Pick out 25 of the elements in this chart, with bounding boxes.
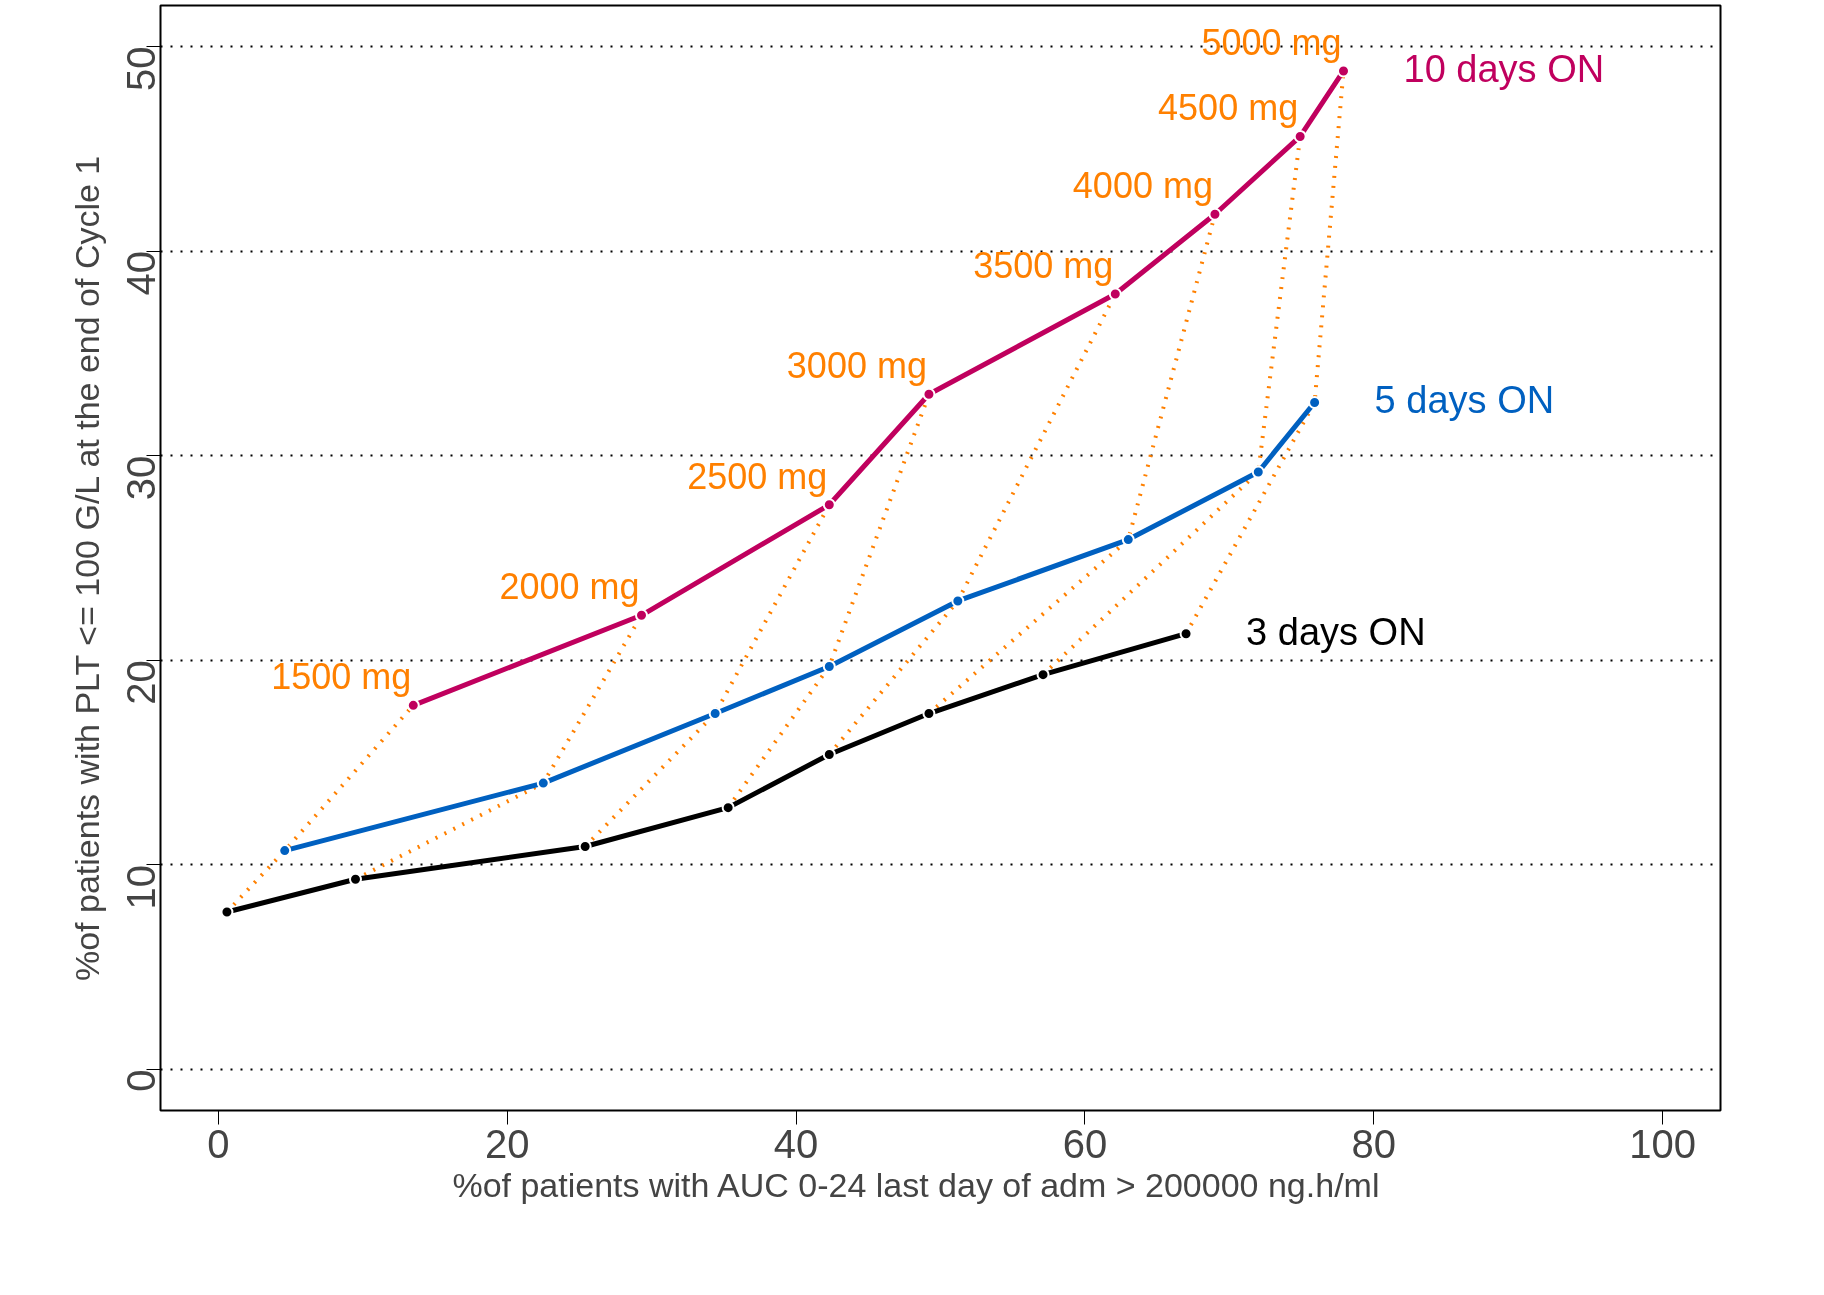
x-axis-title: %of patients with AUC 0-24 last day of adm > 200000 ng.h/ml — [452, 1165, 1380, 1204]
series-label: 1500 mg — [271, 656, 412, 698]
series-label: 5 days ON — [1374, 379, 1555, 422]
series-label: 3500 mg — [973, 245, 1114, 287]
x-tick-label: 60 — [1062, 1121, 1108, 1166]
x-tick-label: 0 — [207, 1121, 230, 1166]
x-tick-label: 40 — [773, 1121, 819, 1166]
series-label: 4500 mg — [1158, 87, 1299, 129]
x-tick-label: 20 — [484, 1121, 530, 1166]
series-label: 3000 mg — [786, 345, 927, 387]
y-tick-label: 40 — [119, 251, 164, 296]
x-tick-label: 100 — [1629, 1121, 1697, 1166]
y-axis-title: %of patients with PLT <= 100 G/L at the end of Cycle 1 — [67, 155, 106, 982]
y-tick-label: 0 — [119, 1069, 164, 1092]
series-label: 2000 mg — [499, 566, 640, 608]
y-tick-label: 30 — [119, 455, 164, 501]
series-label: 5000 mg — [1201, 21, 1342, 63]
series-label: 4000 mg — [1072, 165, 1213, 207]
x-tick-label: 80 — [1351, 1121, 1397, 1166]
series-label: 2500 mg — [687, 455, 828, 497]
y-tick-label: 10 — [119, 864, 164, 910]
y-tick-label: 50 — [119, 46, 164, 91]
series-label: 10 days ON — [1403, 47, 1605, 90]
series-label: 3 days ON — [1246, 610, 1426, 653]
y-tick-label: 20 — [119, 660, 164, 705]
